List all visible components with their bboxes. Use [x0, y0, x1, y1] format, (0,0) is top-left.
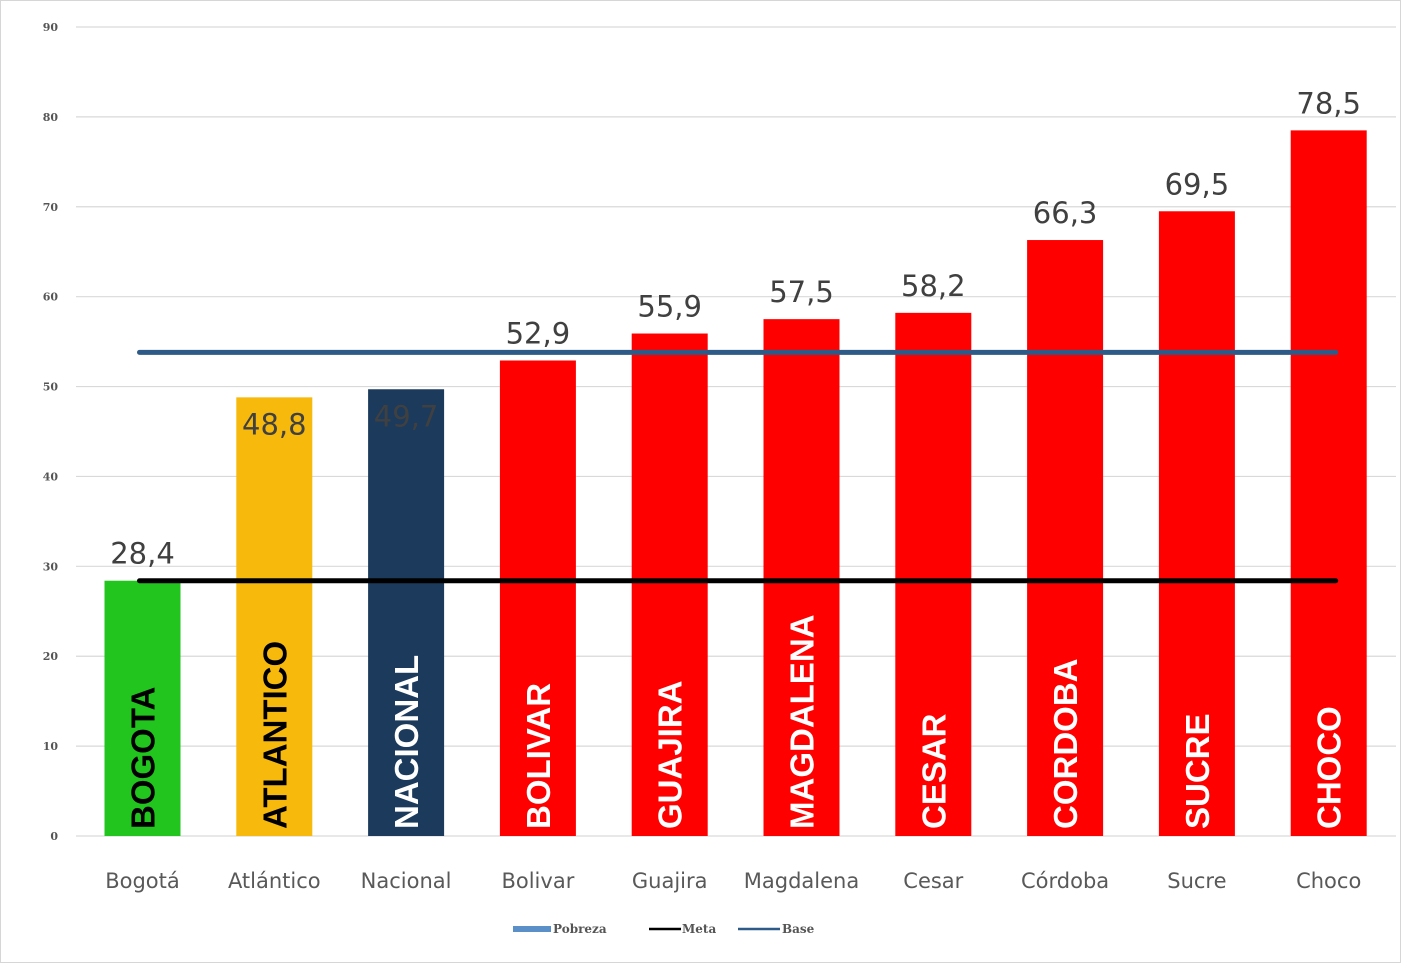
y-tick-label: 50: [43, 381, 59, 394]
x-axis: Bogotá Atlántico Nacional Bolivar Guajira Mag…: [105, 869, 1361, 893]
bar-cesar: [895, 312, 972, 836]
x-tick-label: Atlántico: [228, 869, 321, 893]
y-tick-label: 40: [43, 470, 59, 483]
x-tick-label: Magdalena: [744, 869, 859, 893]
bar-label: CHOCO: [1311, 706, 1348, 829]
bar-label: BOGOTA: [125, 687, 162, 829]
bar-magdalena: [763, 319, 840, 836]
legend-label-pobreza: Pobreza: [553, 922, 607, 936]
value-label: 52,9: [506, 316, 571, 350]
y-tick-label: 10: [43, 740, 59, 753]
bar-sucre: [1158, 211, 1235, 836]
x-tick-label: Sucre: [1167, 869, 1226, 893]
bar-atlantico: [236, 397, 313, 836]
bar-label: CESAR: [915, 713, 952, 829]
bar-label: GUAJIRA: [652, 680, 689, 829]
bar-bolivar: [499, 360, 576, 836]
value-label: 48,8: [242, 407, 307, 441]
legend-label-base: Base: [782, 922, 815, 936]
y-tick-label: 80: [43, 111, 59, 124]
value-label: 49,7: [374, 399, 439, 433]
bar-label: MAGDALENA: [784, 615, 821, 829]
value-label: 78,5: [1296, 86, 1361, 120]
x-tick-label: Choco: [1296, 869, 1361, 893]
x-tick-label: Guajira: [632, 869, 708, 893]
value-label: 58,2: [901, 269, 966, 303]
bar-label: SUCRE: [1179, 713, 1216, 829]
y-tick-label: 0: [50, 830, 58, 843]
legend-label-meta: Meta: [682, 922, 716, 936]
y-tick-label: 90: [43, 21, 59, 34]
y-tick-label: 30: [43, 560, 59, 573]
y-tick-label: 60: [43, 291, 59, 304]
x-tick-label: Bogotá: [105, 869, 180, 893]
bar-choco: [1290, 130, 1367, 837]
y-axis: 0 10 20 30 40 50 60 70 80 90: [43, 21, 59, 843]
x-tick-label: Córdoba: [1021, 869, 1109, 893]
value-label: 57,5: [769, 275, 834, 309]
bars: 28,4 BOGOTA 48,8 ATLANTICO 49,7 NACIONAL 52,9 B…: [104, 86, 1367, 837]
bar-nacional: [368, 389, 445, 836]
bar-label: CORDOBA: [1047, 659, 1084, 830]
x-tick-label: Cesar: [903, 869, 963, 893]
value-label: 66,3: [1033, 196, 1098, 230]
bar-bogota: [104, 580, 181, 836]
x-tick-label: Bolivar: [501, 869, 574, 893]
bar-guajira: [631, 333, 708, 836]
legend: Pobreza Meta Base: [513, 922, 815, 936]
bar-label: ATLANTICO: [256, 641, 293, 829]
y-tick-label: 70: [43, 201, 59, 214]
bar-label: BOLIVAR: [520, 683, 557, 829]
bar-label: NACIONAL: [388, 655, 425, 829]
value-label: 28,4: [110, 537, 175, 571]
x-tick-label: Nacional: [361, 869, 452, 893]
reference-lines: [137, 349, 1339, 584]
y-tick-label: 20: [43, 650, 59, 663]
value-label: 55,9: [637, 290, 702, 324]
bar-cordoba: [1027, 240, 1104, 836]
value-label: 69,5: [1165, 167, 1230, 201]
